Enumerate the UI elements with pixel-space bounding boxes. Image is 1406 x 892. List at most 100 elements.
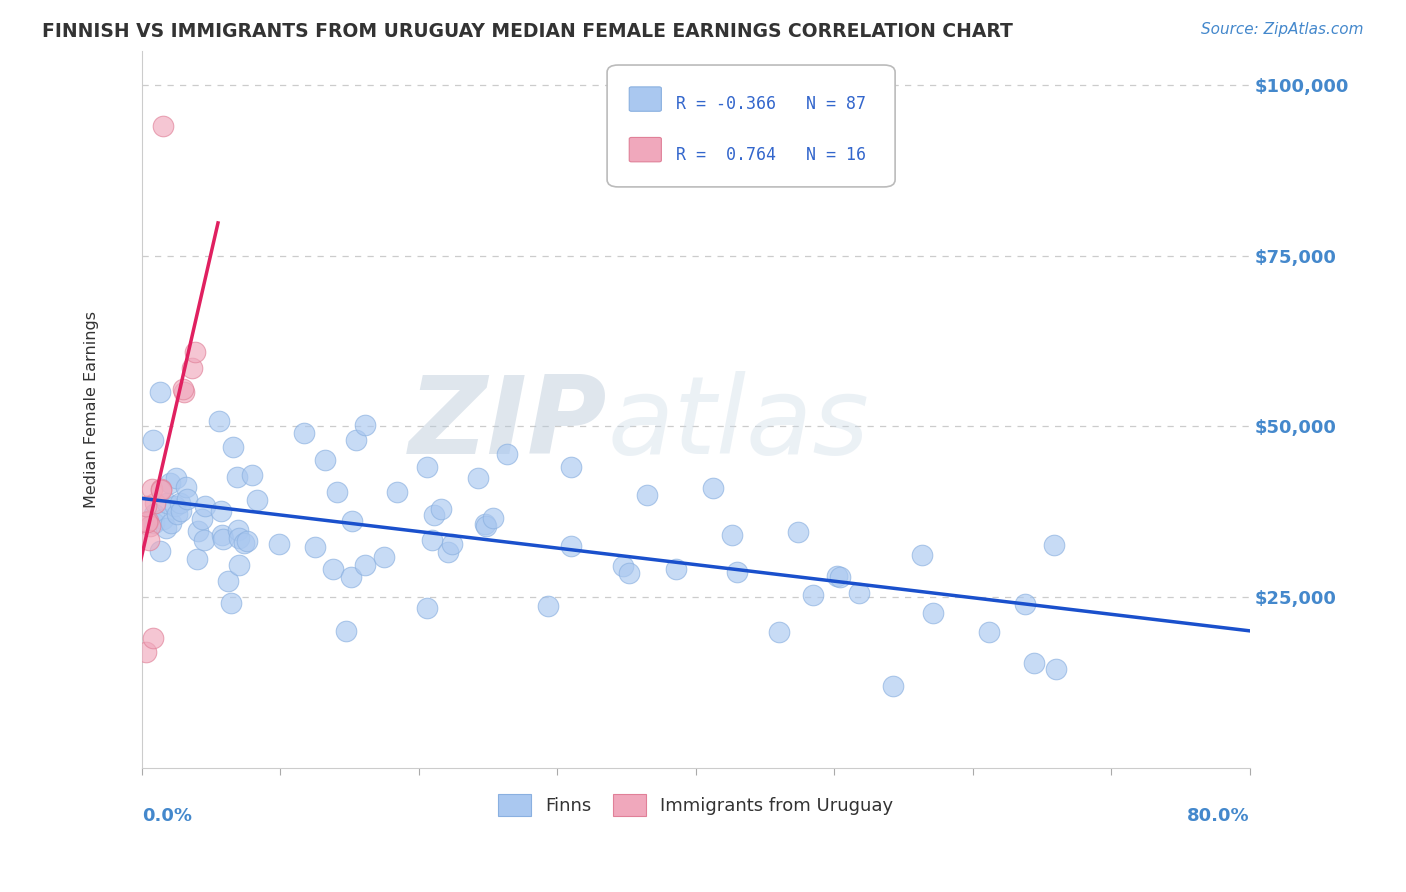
Point	[617, 566, 640, 581]
Point	[142, 631, 165, 645]
Text: Median Female Earnings: Median Female Earnings	[84, 310, 100, 508]
Point	[882, 679, 904, 693]
Point	[1014, 597, 1036, 611]
Text: R = -0.366   N = 87: R = -0.366 N = 87	[676, 95, 866, 113]
Point	[143, 516, 166, 530]
Point	[166, 507, 188, 521]
Point	[135, 499, 157, 513]
Point	[136, 515, 159, 529]
Point	[169, 496, 191, 510]
Point	[825, 569, 848, 583]
Point	[440, 537, 463, 551]
Point	[219, 596, 242, 610]
Point	[152, 119, 174, 133]
Text: 0.0%: 0.0%	[142, 807, 191, 825]
FancyBboxPatch shape	[630, 87, 661, 112]
Point	[149, 544, 172, 558]
Point	[475, 519, 498, 533]
Text: R =  0.764   N = 16: R = 0.764 N = 16	[676, 145, 866, 163]
Point	[267, 537, 290, 551]
Point	[226, 523, 249, 537]
Point	[152, 511, 174, 525]
Point	[416, 459, 439, 474]
Point	[228, 558, 250, 572]
Point	[1022, 656, 1045, 670]
Point	[142, 508, 165, 522]
Point	[373, 549, 395, 564]
Point	[209, 504, 232, 518]
Point	[340, 515, 363, 529]
Point	[233, 535, 256, 549]
Point	[481, 511, 503, 525]
Point	[786, 524, 808, 539]
Point	[236, 534, 259, 549]
Point	[1045, 662, 1067, 676]
Point	[165, 471, 187, 485]
Text: FINNISH VS IMMIGRANTS FROM URUGUAY MEDIAN FEMALE EARNINGS CORRELATION CHART: FINNISH VS IMMIGRANTS FROM URUGUAY MEDIA…	[42, 22, 1014, 41]
Legend: Finns, Immigrants from Uruguay: Finns, Immigrants from Uruguay	[491, 787, 900, 823]
Point	[217, 574, 239, 588]
Point	[322, 562, 344, 576]
Point	[242, 468, 264, 483]
Point	[135, 645, 157, 659]
Point	[612, 558, 634, 573]
Point	[422, 508, 444, 522]
Point	[665, 562, 688, 576]
Point	[1043, 538, 1066, 552]
Point	[720, 528, 742, 542]
Point	[304, 540, 326, 554]
Point	[183, 345, 205, 359]
Point	[187, 524, 209, 538]
Point	[292, 426, 315, 441]
Point	[339, 570, 361, 584]
Point	[353, 558, 375, 572]
Point	[768, 624, 790, 639]
Point	[848, 586, 870, 600]
Point	[139, 519, 162, 533]
FancyBboxPatch shape	[630, 137, 661, 161]
Text: ZIP: ZIP	[409, 370, 607, 476]
Point	[186, 552, 208, 566]
Point	[211, 527, 233, 541]
Point	[221, 440, 243, 454]
Point	[467, 471, 489, 485]
Point	[173, 382, 195, 396]
Point	[141, 483, 163, 497]
Point	[193, 533, 215, 547]
Point	[176, 480, 198, 494]
Point	[169, 504, 191, 518]
Point	[176, 491, 198, 506]
Point	[922, 606, 945, 620]
Point	[145, 496, 167, 510]
Point	[430, 501, 453, 516]
Point	[138, 533, 160, 548]
Point	[159, 516, 181, 531]
Text: Source: ZipAtlas.com: Source: ZipAtlas.com	[1201, 22, 1364, 37]
Point	[190, 512, 212, 526]
Point	[496, 446, 519, 460]
Point	[725, 566, 748, 580]
Point	[180, 360, 202, 375]
Point	[314, 453, 336, 467]
Point	[437, 545, 460, 559]
Point	[212, 532, 235, 546]
Text: 80.0%: 80.0%	[1187, 807, 1250, 825]
Point	[422, 533, 444, 547]
Point	[173, 385, 195, 400]
Point	[326, 485, 349, 500]
Point	[159, 476, 181, 491]
Point	[979, 624, 1001, 639]
Point	[560, 460, 582, 475]
Point	[346, 433, 368, 447]
Point	[228, 531, 250, 545]
FancyBboxPatch shape	[607, 65, 896, 187]
Point	[911, 548, 934, 562]
Point	[150, 483, 173, 498]
Point	[149, 385, 172, 400]
Point	[156, 496, 179, 510]
Point	[194, 499, 217, 513]
Text: atlas: atlas	[607, 371, 869, 476]
Point	[246, 492, 269, 507]
Point	[828, 570, 851, 584]
Point	[537, 599, 560, 613]
